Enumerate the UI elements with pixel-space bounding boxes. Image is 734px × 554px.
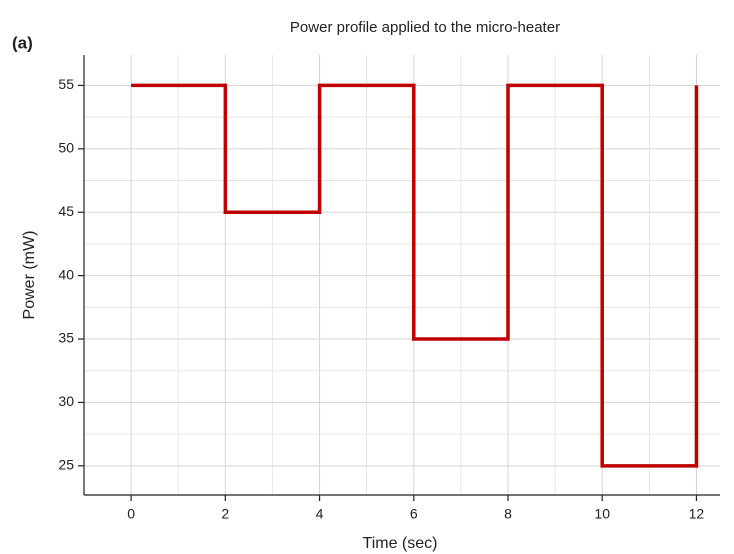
x-tick-label: 4 (316, 506, 324, 522)
y-tick-label: 45 (58, 203, 74, 219)
y-tick-label: 35 (58, 330, 74, 346)
y-tick-label: 25 (58, 457, 74, 473)
y-tick-label: 30 (58, 393, 74, 409)
data-line (131, 83, 699, 468)
chart-title: Power profile applied to the micro-heate… (290, 19, 560, 36)
x-axis-label: Time (sec) (363, 535, 438, 552)
y-tick-label: 50 (58, 140, 74, 156)
y-axis-label: Power (mW) (21, 231, 38, 320)
x-tick-label: 2 (221, 506, 229, 522)
panel-label: (a) (12, 33, 33, 52)
x-tick-label: 10 (594, 506, 610, 522)
x-tick-label: 0 (127, 506, 135, 522)
y-tick-label: 55 (58, 76, 74, 92)
x-tick-label: 8 (504, 506, 512, 522)
x-tick-label: 6 (410, 506, 418, 522)
x-tick-label: 12 (689, 506, 705, 522)
y-tick-label: 40 (58, 266, 74, 282)
